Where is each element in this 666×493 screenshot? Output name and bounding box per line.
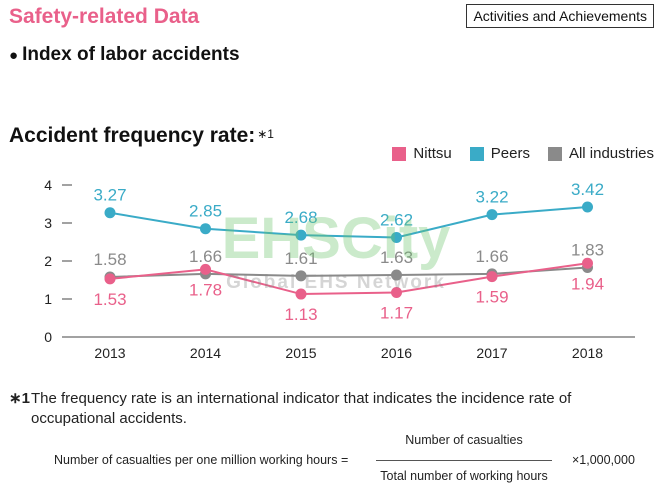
data-label-nittsu: 1.94 <box>571 274 604 293</box>
data-point-peers <box>200 223 211 235</box>
x-tick-label: 2016 <box>381 345 412 361</box>
data-label-nittsu: 1.53 <box>93 290 126 309</box>
data-point-all-industries <box>295 270 307 282</box>
data-label-all-industries: 1.63 <box>380 248 413 267</box>
x-tick-label: 2017 <box>476 345 507 361</box>
chart-title-text: Accident frequency rate: <box>9 124 256 147</box>
formula-denominator: Total number of working hours <box>380 469 548 483</box>
data-label-all-industries: 1.66 <box>189 247 222 266</box>
legend-item-nittsu: Nittsu <box>392 145 452 162</box>
section-heading: ● Index of labor accidents <box>9 44 240 66</box>
legend-item-peers: Peers <box>469 145 530 162</box>
data-point-nittsu <box>200 263 211 275</box>
data-point-nittsu <box>391 287 402 299</box>
formula-label: Number of casualties per one million wor… <box>54 453 349 467</box>
series-line-peers <box>109 206 588 239</box>
y-tick-label: 3 <box>44 215 52 231</box>
legend-swatch <box>392 146 407 161</box>
data-label-all-industries: 1.61 <box>284 249 317 268</box>
data-point-peers <box>582 201 593 213</box>
legend-swatch <box>547 146 562 161</box>
data-point-nittsu <box>582 257 593 269</box>
formula-numerator: Number of casualties <box>405 433 523 447</box>
data-label-peers: 3.22 <box>475 188 508 207</box>
series-line-all-industries <box>109 266 588 278</box>
data-label-peers: 2.85 <box>189 202 222 221</box>
footnote-mark: ∗1 <box>9 390 30 407</box>
legend-item-all-industries: All industries <box>547 145 654 162</box>
y-tick-label: 4 <box>44 177 52 193</box>
section-heading-text: Index of labor accidents <box>22 44 240 65</box>
data-label-nittsu: 1.13 <box>284 305 317 324</box>
data-label-peers: 2.68 <box>284 208 317 227</box>
page-title: Safety-related Data <box>9 5 200 28</box>
footnote-ref: ∗1 <box>257 127 274 141</box>
legend-swatch <box>469 146 484 161</box>
section-tag: Activities and Achievements <box>466 4 654 28</box>
data-label-all-industries: 1.66 <box>475 247 508 266</box>
series-line-nittsu <box>109 262 588 296</box>
x-tick-label: 2014 <box>190 345 221 361</box>
y-tick-label: 2 <box>44 253 52 269</box>
data-point-nittsu <box>295 288 307 300</box>
formula-multiplier: ×1,000,000 <box>572 453 635 467</box>
data-label-peers: 3.42 <box>571 180 604 199</box>
data-point-nittsu <box>486 271 498 283</box>
data-point-all-industries <box>391 269 402 281</box>
data-point-nittsu <box>104 273 116 285</box>
x-tick-label: 2013 <box>94 345 125 361</box>
line-chart: 0 1 2 3 4 2013 2014 2015 2016 2017 2018 1.53 1.78 1.1… <box>44 177 635 361</box>
bullet-icon: ● <box>9 47 19 64</box>
data-label-peers: 3.27 <box>93 186 126 205</box>
legend-label: Peers <box>490 145 530 162</box>
legend-label: All industries <box>568 145 654 162</box>
footnote: ∗1 The frequency rate is an internationa… <box>9 389 649 429</box>
data-point-peers <box>104 207 116 219</box>
chart-title: Accident frequency rate: ∗1 <box>9 124 274 148</box>
data-point-peers <box>486 209 498 221</box>
legend-label: Nittsu <box>413 145 452 162</box>
data-label-nittsu: 1.17 <box>380 304 413 323</box>
y-tick-label: 0 <box>44 329 52 345</box>
y-tick-label: 1 <box>44 291 52 307</box>
fraction-bar <box>376 460 552 461</box>
data-label-nittsu: 1.78 <box>189 280 222 299</box>
footnote-text: The frequency rate is an international i… <box>31 390 572 427</box>
data-point-peers <box>295 229 307 241</box>
data-label-all-industries: 1.83 <box>571 240 604 259</box>
data-point-peers <box>391 231 402 243</box>
data-label-all-industries: 1.58 <box>93 250 126 269</box>
x-tick-label: 2015 <box>285 345 316 361</box>
data-label-nittsu: 1.59 <box>475 288 508 307</box>
data-label-peers: 2.62 <box>380 210 413 229</box>
x-tick-label: 2018 <box>572 345 603 361</box>
chart-legend: Nittsu Peers All industries <box>392 145 654 162</box>
